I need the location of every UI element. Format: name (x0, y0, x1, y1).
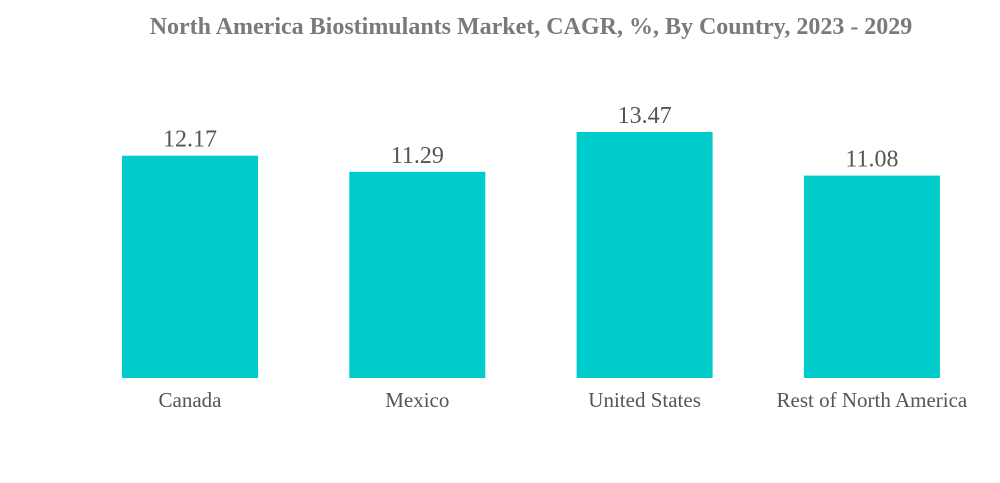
category-label-rest-of-north-america: Rest of North America (777, 388, 968, 412)
value-label-united-states: 13.47 (618, 103, 672, 129)
category-label-canada: Canada (159, 388, 223, 412)
value-label-rest-of-north-america: 11.08 (845, 147, 898, 173)
bars-group (122, 132, 940, 378)
bar-rest-of-north-america (803, 175, 940, 378)
category-labels-group: Canada Mexico United States Rest of North A… (159, 388, 968, 412)
value-labels-group: 12.17 11.29 13.47 11.08 (163, 103, 898, 173)
bar-canada (122, 155, 258, 378)
value-label-canada: 12.17 (163, 127, 217, 153)
category-label-mexico: Mexico (385, 388, 449, 412)
bar-united-states (576, 132, 713, 378)
category-label-united-states: United States (588, 388, 701, 412)
chart-title: North America Biostimulants Market, CAGR… (149, 14, 913, 40)
value-label-mexico: 11.29 (391, 143, 444, 169)
bar-mexico (349, 171, 486, 378)
